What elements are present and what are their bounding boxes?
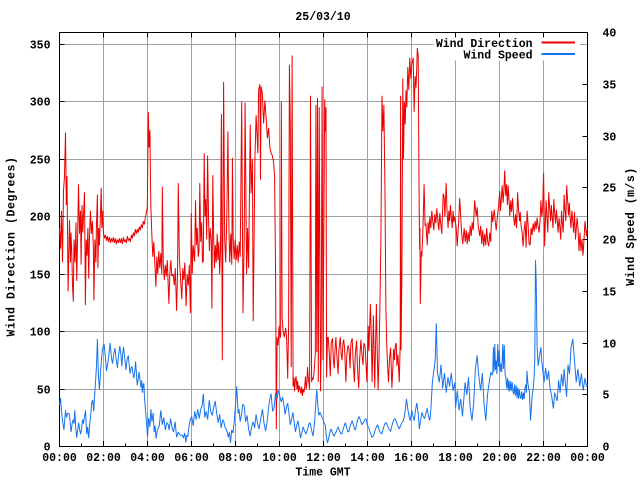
svg-text:16:00: 16:00 [394,452,429,465]
svg-text:5: 5 [603,389,610,402]
svg-text:0: 0 [44,441,51,454]
svg-text:20:00: 20:00 [482,452,517,465]
svg-text:Wind Speed: Wind Speed [463,49,532,62]
svg-text:Wind Direction (Degrees): Wind Direction (Degrees) [6,156,19,336]
svg-text:200: 200 [30,211,51,224]
svg-text:Wind Direction: Wind Direction [436,38,533,51]
svg-text:00:00: 00:00 [42,452,77,465]
svg-text:22:00: 22:00 [526,452,561,465]
svg-text:50: 50 [37,384,51,397]
svg-text:25/03/10: 25/03/10 [295,11,350,24]
svg-text:10: 10 [603,338,617,351]
svg-text:14:00: 14:00 [350,452,385,465]
svg-text:04:00: 04:00 [130,452,165,465]
svg-text:06:00: 06:00 [174,452,209,465]
svg-text:25: 25 [603,182,617,195]
svg-text:18:00: 18:00 [438,452,473,465]
svg-text:10:00: 10:00 [262,452,297,465]
svg-text:40: 40 [603,27,617,40]
svg-text:15: 15 [603,286,617,299]
svg-text:00:00: 00:00 [570,452,605,465]
svg-text:Wind Speed (m/s): Wind Speed (m/s) [625,167,638,285]
svg-text:30: 30 [603,131,617,144]
svg-text:150: 150 [30,269,51,282]
svg-text:Time GMT: Time GMT [295,467,350,480]
svg-text:100: 100 [30,326,51,339]
svg-text:12:00: 12:00 [306,452,341,465]
svg-text:350: 350 [30,39,51,52]
svg-text:08:00: 08:00 [218,452,253,465]
svg-text:250: 250 [30,154,51,167]
svg-text:300: 300 [30,96,51,109]
svg-text:35: 35 [603,79,617,92]
svg-text:0: 0 [603,441,610,454]
svg-text:02:00: 02:00 [86,452,121,465]
svg-text:20: 20 [603,234,617,247]
